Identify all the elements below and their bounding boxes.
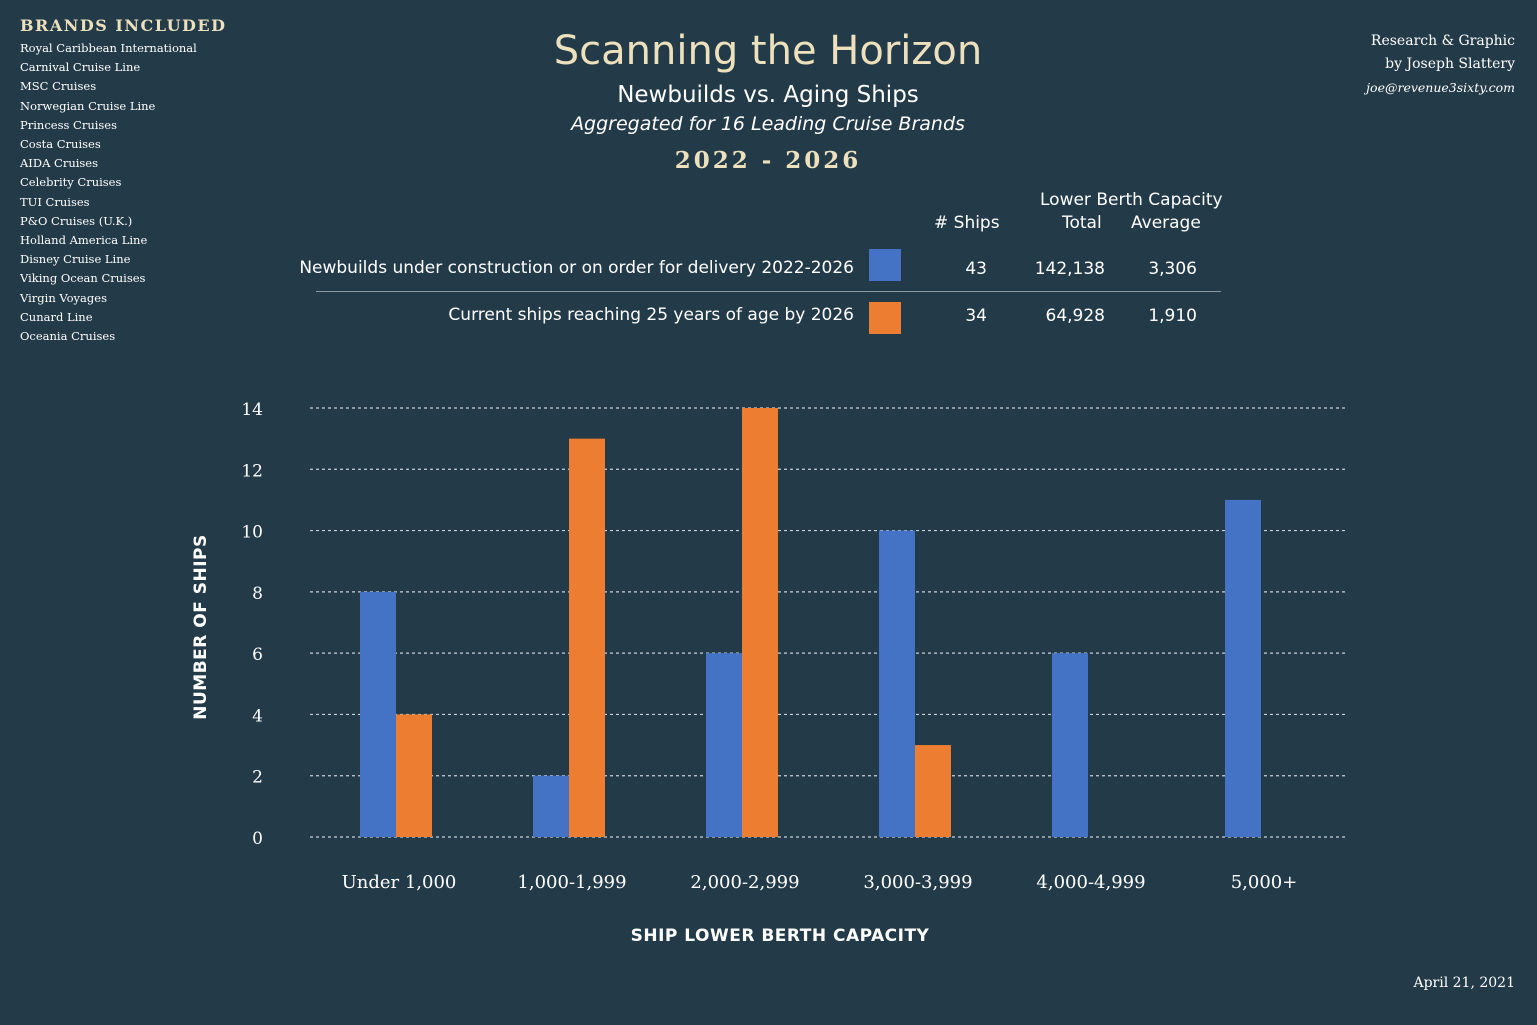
bar: [1225, 499, 1261, 837]
brand-item: Holland America Line: [20, 233, 148, 248]
bar: [915, 745, 951, 837]
brands-list: Royal Caribbean International Carnival Cr…: [20, 39, 226, 346]
bar: [360, 591, 396, 837]
y-tick-label: 10: [241, 523, 263, 543]
x-tick-label: 1,000-1,999: [517, 872, 626, 893]
bar: [396, 714, 432, 837]
brand-item: MSC Cruises: [20, 79, 97, 94]
bar: [533, 775, 569, 837]
brand-item: Viking Ocean Cruises: [20, 271, 146, 286]
aging-total: 64,928: [1045, 306, 1105, 326]
x-tick-label: Under 1,000: [342, 872, 457, 893]
y-tick-label: 14: [241, 400, 263, 420]
y-tick-label: 12: [241, 461, 263, 481]
x-axis-label: SHIP LOWER BERTH CAPACITY: [630, 926, 930, 946]
y-axis-label: NUMBER OF SHIPS: [191, 534, 211, 720]
credit-block: Research & Graphic by Joseph Slattery jo…: [1366, 30, 1515, 99]
newbuilds-average: 3,306: [1148, 259, 1197, 279]
legend-swatch-newbuilds: [869, 249, 901, 281]
title-block: Scanning the Horizon Newbuilds vs. Aging…: [368, 24, 1168, 180]
brand-item: Costa Cruises: [20, 137, 101, 152]
chart-subtitle: Newbuilds vs. Aging Ships: [617, 82, 919, 108]
brand-item: Disney Cruise Line: [20, 252, 131, 267]
brands-heading: BRANDS INCLUDED: [20, 16, 227, 35]
legend-swatch-aging: [869, 302, 901, 334]
brands-panel: BRANDS INCLUDED Royal Caribbean Internat…: [20, 16, 226, 346]
y-tick-label: 4: [252, 706, 263, 726]
date-stamp: April 21, 2021: [1413, 975, 1515, 991]
brand-item: Celebrity Cruises: [20, 175, 122, 190]
bar: [879, 530, 915, 837]
newbuilds-total: 142,138: [1034, 259, 1105, 279]
credit-email: joe@revenue3sixty.com: [1366, 80, 1515, 95]
newbuilds-ships: 43: [965, 259, 987, 279]
x-tick-label: 2,000-2,999: [690, 872, 799, 893]
bar: [706, 653, 742, 837]
table-group-header: Lower Berth Capacity: [1040, 190, 1223, 210]
y-tick-label: 8: [252, 584, 263, 604]
y-tick-label: 0: [252, 829, 263, 849]
credit-line1: Research & Graphic: [1370, 33, 1515, 49]
bar: [1052, 653, 1088, 837]
table-col-average: Average: [1131, 213, 1201, 233]
x-tick-label: 3,000-3,999: [863, 872, 972, 893]
y-tick-label: 2: [252, 768, 263, 788]
aging-average: 1,910: [1148, 306, 1197, 326]
legend-label-newbuilds: Newbuilds under construction or on order…: [299, 258, 854, 278]
brand-item: P&O Cruises (U.K.): [20, 213, 133, 228]
brand-item: AIDA Cruises: [20, 156, 99, 171]
brand-item: TUI Cruises: [20, 194, 90, 209]
chart-title: Scanning the Horizon: [553, 28, 983, 74]
y-tick-label: 6: [252, 645, 263, 665]
table-divider: [316, 291, 1221, 292]
x-tick-label: 4,000-4,999: [1036, 872, 1145, 893]
brand-item: Oceania Cruises: [20, 329, 116, 344]
bar: [569, 438, 605, 837]
table-col-ships: # Ships: [934, 213, 1000, 233]
brand-item: Royal Caribbean International: [20, 41, 197, 55]
brand-item: Virgin Voyages: [20, 290, 107, 305]
chart-subtitle-italic: Aggregated for 16 Leading Cruise Brands: [571, 113, 965, 135]
table-col-total: Total: [1062, 213, 1102, 233]
x-tick-label: 5,000+: [1231, 872, 1298, 893]
brand-item: Cunard Line: [20, 309, 93, 324]
brand-item: Carnival Cruise Line: [20, 60, 141, 75]
chart-years: 2022 - 2026: [674, 147, 862, 174]
bar: [742, 408, 778, 837]
brand-item: Norwegian Cruise Line: [20, 98, 156, 113]
aging-ships: 34: [965, 306, 987, 326]
credit-line2: by Joseph Slattery: [1385, 56, 1515, 72]
legend-label-aging: Current ships reaching 25 years of age b…: [448, 305, 854, 325]
brand-item: Princess Cruises: [20, 117, 118, 132]
